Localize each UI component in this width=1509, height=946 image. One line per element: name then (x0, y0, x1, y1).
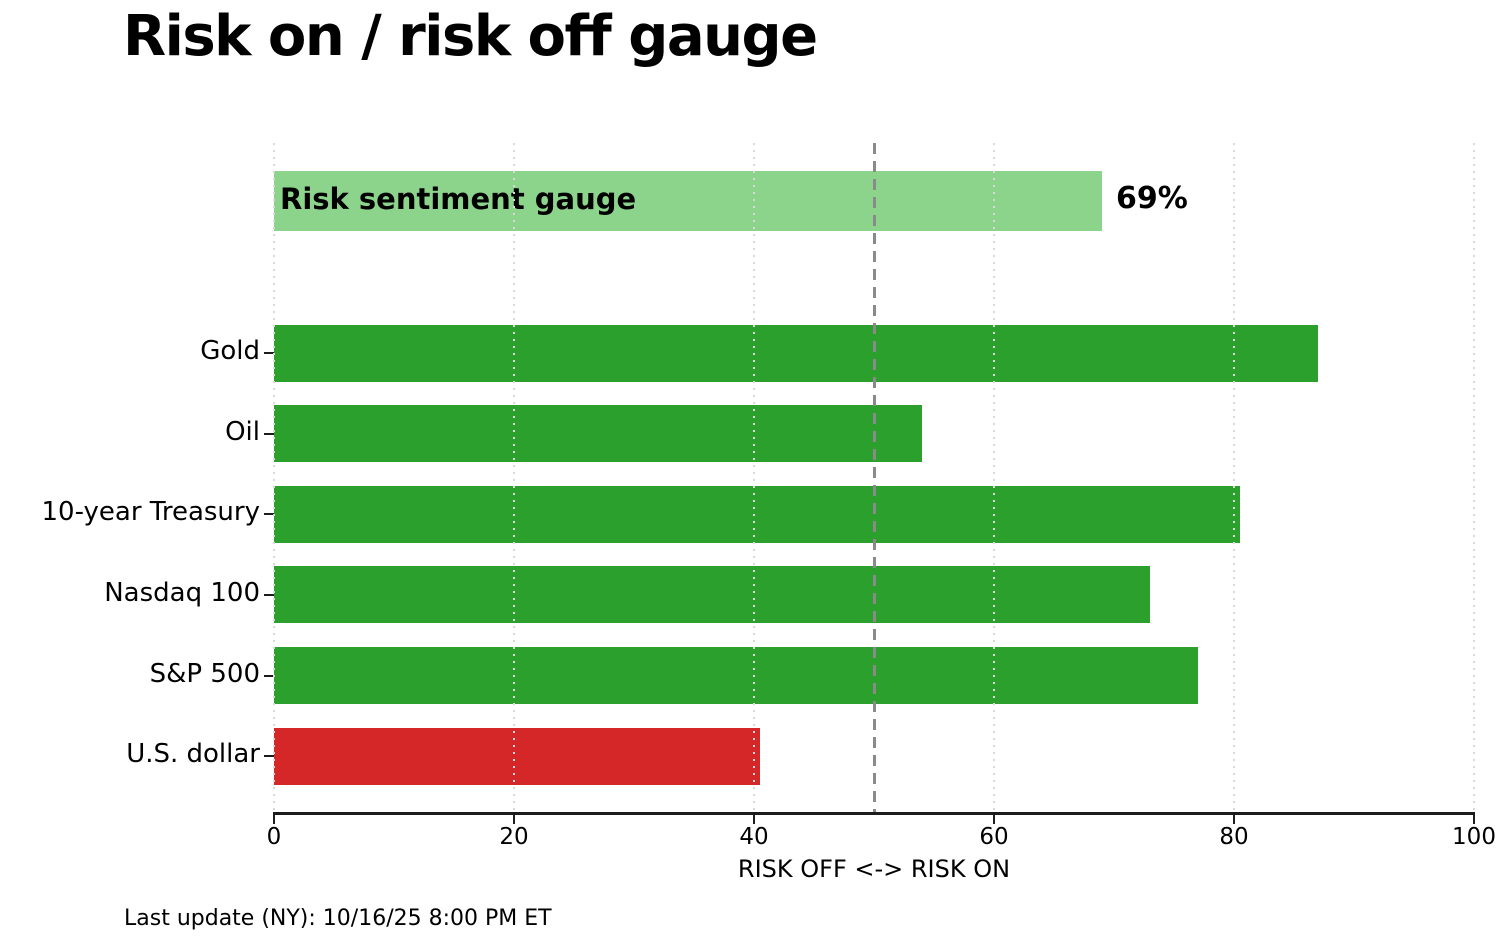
bar-gold (274, 324, 1318, 382)
y-tick-label: S&P 500 (149, 658, 260, 689)
last-update-note: Last update (NY): 10/16/25 8:00 PM ET (124, 906, 552, 931)
x-tick (1473, 812, 1475, 824)
bar-s-p-500 (274, 647, 1198, 705)
x-tick (273, 812, 275, 824)
x-tick-label: 40 (739, 824, 769, 850)
x-tick (513, 812, 515, 824)
y-tick (264, 674, 274, 677)
gridline-20 (513, 143, 515, 813)
x-tick-label: 80 (1219, 824, 1249, 850)
gridline-0 (273, 143, 275, 813)
y-tick-label: Gold (200, 336, 260, 366)
x-tick-label: 60 (979, 824, 1009, 850)
gridline-60 (993, 143, 995, 813)
gauge-value-label: 69% (1116, 181, 1188, 216)
gridline-80 (1233, 143, 1235, 813)
gridline-40 (753, 143, 755, 813)
x-axis-label: RISK OFF <-> RISK ON (737, 855, 1011, 883)
gauge-bar (274, 171, 1102, 231)
bar-10-year-treasury (274, 485, 1240, 543)
bar-oil (274, 405, 922, 463)
x-tick-label: 20 (499, 824, 529, 850)
y-tick (264, 432, 274, 435)
gridline-100 (1473, 143, 1475, 813)
x-axis-spine (273, 812, 1475, 815)
y-tick (264, 513, 274, 516)
y-tick-label: U.S. dollar (126, 739, 260, 770)
x-tick (993, 812, 995, 824)
y-tick (264, 352, 274, 354)
x-tick-label: 100 (1452, 824, 1496, 850)
bar-u-s-dollar (274, 727, 760, 785)
x-tick (1233, 812, 1235, 824)
y-tick-label: 10-year Treasury (41, 497, 261, 528)
x-tick-label: 0 (266, 824, 282, 850)
gauge-bar-label: Risk sentiment gauge (280, 182, 637, 216)
x-tick (753, 812, 755, 824)
y-tick-label: Nasdaq 100 (104, 577, 260, 608)
midline-50 (872, 143, 876, 812)
y-tick (264, 593, 274, 596)
chart-title: Risk on / risk off gauge (123, 4, 818, 69)
bar-nasdaq-100 (274, 566, 1150, 624)
y-tick-label: Oil (225, 416, 260, 447)
y-tick (264, 755, 274, 758)
